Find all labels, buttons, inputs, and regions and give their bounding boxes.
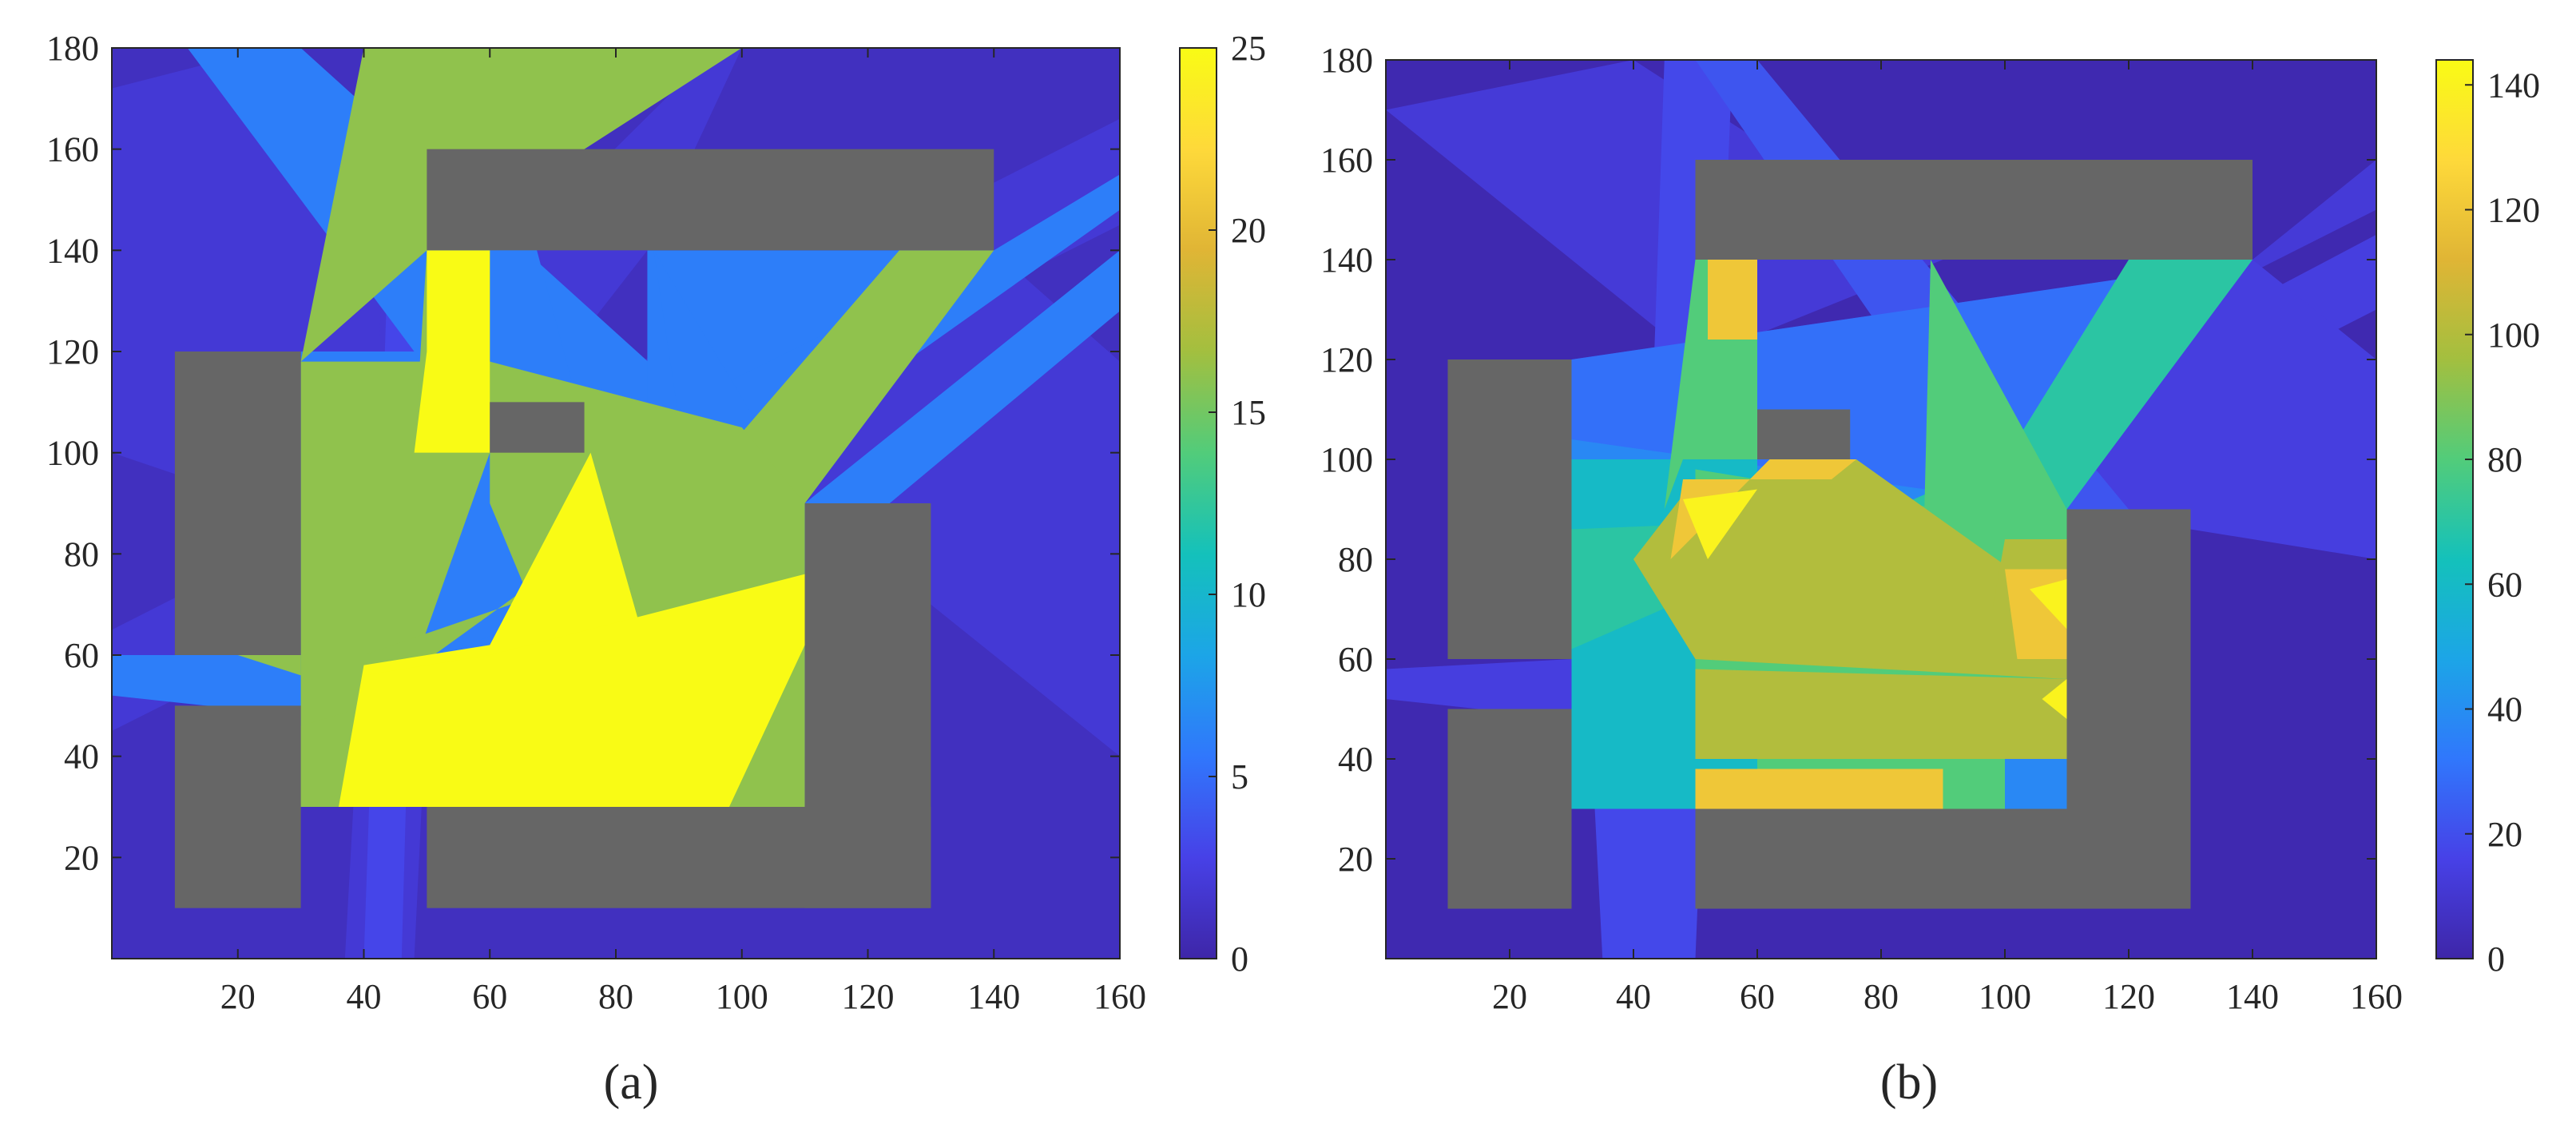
obstacle xyxy=(427,149,994,251)
y-tick-label: 140 xyxy=(46,231,99,270)
heatmap-region xyxy=(414,352,490,453)
heatmap-region xyxy=(804,250,1120,757)
x-tick-label: 140 xyxy=(967,977,1020,1016)
obstacle xyxy=(1757,409,1851,459)
y-tick-label: 60 xyxy=(64,636,99,675)
colorbar-tick-label: 140 xyxy=(2487,66,2540,105)
y-tick-label: 160 xyxy=(46,130,99,169)
colorbar: 0 20 40 60 80 100 120 140 xyxy=(2435,59,2540,979)
panel-label: (a) xyxy=(604,1055,659,1110)
heatmap-plot-area: 20 40 60 80 100 120 140 160 20 40 60 80 100 120 140 160… xyxy=(46,29,1146,1016)
x-tick-label: 80 xyxy=(1864,977,1899,1016)
y-tick-label: 80 xyxy=(64,534,99,574)
heatmap-region xyxy=(2030,579,2067,630)
colorbar-tick-label: 10 xyxy=(1231,575,1266,614)
colorbar-tick-label: 0 xyxy=(1231,939,1248,979)
x-tick-label: 120 xyxy=(2102,977,2155,1016)
obstacle xyxy=(1695,808,2191,909)
heatmap-region xyxy=(1683,489,1757,559)
obstacle xyxy=(174,352,301,655)
y-tick-label: 40 xyxy=(64,737,99,777)
colorbar-tick-label: 60 xyxy=(2487,565,2522,604)
x-tick-label: 120 xyxy=(842,977,895,1016)
y-tick-label: 20 xyxy=(64,838,99,877)
heatmap-region xyxy=(1633,459,2067,679)
heatmap-region xyxy=(112,655,301,716)
y-tick-label: 60 xyxy=(1338,640,1373,679)
heatmap-region xyxy=(2042,679,2067,719)
y-tick-label: 140 xyxy=(1320,240,1373,280)
obstacle xyxy=(1447,359,1572,659)
y-tick-label: 80 xyxy=(1338,540,1373,579)
obstacle xyxy=(1447,709,1572,909)
heatmap-region xyxy=(300,48,742,362)
heatmap-region xyxy=(1386,234,2376,719)
colorbar-tick-label: 0 xyxy=(2487,939,2505,979)
heatmap-region xyxy=(1695,769,1943,809)
x-tick-label: 40 xyxy=(347,977,382,1016)
y-tick-label: 40 xyxy=(1338,740,1373,779)
y-tick-label: 180 xyxy=(1320,41,1373,80)
heatmap-region xyxy=(237,655,301,676)
y-tick-label: 100 xyxy=(1320,440,1373,479)
obstacle xyxy=(427,807,931,908)
colorbar-tick-label: 15 xyxy=(1231,393,1266,432)
heatmap-region xyxy=(2066,260,2376,559)
y-tick-label: 180 xyxy=(46,29,99,68)
x-tick-label: 40 xyxy=(1616,977,1651,1016)
colorbar-tick-label: 25 xyxy=(1231,29,1266,68)
colorbar-tick-label: 20 xyxy=(1231,211,1266,250)
x-tick-label: 100 xyxy=(716,977,768,1016)
y-tick-label: 120 xyxy=(1320,340,1373,379)
colorbar-gradient xyxy=(2435,59,2474,959)
panel-a: 20 40 60 80 100 120 140 16020406080100120140160… xyxy=(46,29,1266,1110)
y-tick-label: 160 xyxy=(1320,141,1373,180)
heatmap-region xyxy=(363,574,805,807)
x-tick-label: 20 xyxy=(1492,977,1527,1016)
heatmap-region xyxy=(1670,459,1856,559)
panel-b: 20 40 60 80 100 120 140 160 20 40 60 80 100 120 140 160… xyxy=(1320,41,2540,1110)
heatmap-plot-area: 20 40 60 80 100 120 140 160 20 40 60 80 100 120 140 160… xyxy=(1320,41,2403,1016)
obstacle xyxy=(490,402,585,453)
colorbar-gradient xyxy=(1179,47,1217,959)
y-tick-label: 20 xyxy=(1338,840,1373,879)
colorbar-tick-label: 80 xyxy=(2487,440,2522,479)
panel-label: (b) xyxy=(1880,1055,1938,1110)
x-tick-label: 60 xyxy=(1740,977,1775,1016)
y-tick-label: 120 xyxy=(46,332,99,371)
x-tick-label: 160 xyxy=(2350,977,2403,1016)
x-tick-label: 160 xyxy=(1094,977,1146,1016)
colorbar-tick-label: 100 xyxy=(2487,316,2540,355)
heatmap-region xyxy=(1708,260,1757,340)
y-tick-label: 100 xyxy=(46,434,99,473)
obstacle xyxy=(174,705,301,908)
x-tick-label: 60 xyxy=(472,977,507,1016)
x-tick-label: 100 xyxy=(1979,977,2031,1016)
x-tick-label: 20 xyxy=(220,977,256,1016)
colorbar-tick-label: 40 xyxy=(2487,690,2522,729)
x-tick-label: 140 xyxy=(2226,977,2279,1016)
heatmap-region xyxy=(427,250,490,352)
obstacle xyxy=(1695,160,2253,260)
colorbar-tick-label: 120 xyxy=(2487,191,2540,230)
colorbar-tick-label: 20 xyxy=(2487,815,2522,854)
x-tick-label: 80 xyxy=(598,977,633,1016)
colorbar-tick-label: 5 xyxy=(1231,757,1248,796)
colorbar: 0 5 10 15 20 25 xyxy=(1179,29,1266,979)
heatmap-region xyxy=(1695,669,2067,759)
